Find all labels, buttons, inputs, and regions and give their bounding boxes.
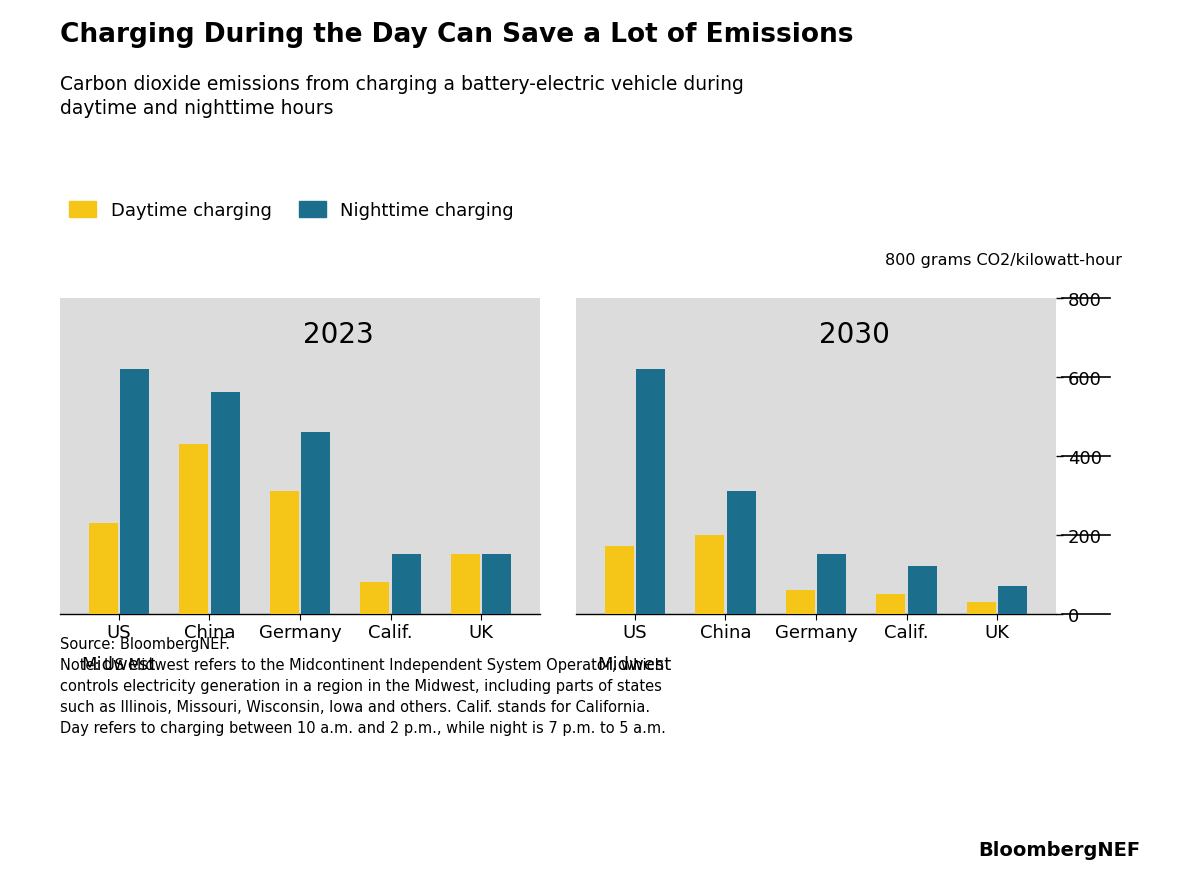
Bar (967, 602, 996, 614)
Bar (360, 582, 389, 614)
Text: 2030: 2030 (818, 320, 890, 348)
Bar (998, 586, 1027, 614)
Bar (270, 491, 299, 614)
Bar (786, 590, 815, 614)
Text: Source: BloombergNEF.
Note: US Midwest refers to the Midcontinent Independent Sy: Source: BloombergNEF. Note: US Midwest r… (60, 636, 666, 735)
Text: Midwest: Midwest (598, 655, 672, 673)
Bar (817, 555, 846, 614)
Bar (451, 555, 480, 614)
Text: Carbon dioxide emissions from charging a battery-electric vehicle during
daytime: Carbon dioxide emissions from charging a… (60, 75, 744, 118)
Bar (482, 555, 511, 614)
Bar (392, 555, 421, 614)
Text: 2023: 2023 (304, 320, 373, 348)
Bar (908, 567, 937, 614)
Bar (211, 393, 240, 614)
Bar (120, 369, 149, 614)
Bar (876, 595, 905, 614)
Bar (727, 491, 756, 614)
Legend: Daytime charging, Nighttime charging: Daytime charging, Nighttime charging (70, 202, 514, 220)
Bar (695, 535, 724, 614)
Bar (179, 445, 208, 614)
Bar (605, 547, 634, 614)
Bar (636, 369, 665, 614)
Text: BloombergNEF: BloombergNEF (978, 840, 1140, 859)
Bar (301, 432, 330, 614)
Text: Charging During the Day Can Save a Lot of Emissions: Charging During the Day Can Save a Lot o… (60, 22, 853, 48)
Text: 800 grams CO2/kilowatt-hour: 800 grams CO2/kilowatt-hour (886, 253, 1122, 267)
Bar (89, 523, 118, 614)
Text: Midwest: Midwest (82, 655, 156, 673)
